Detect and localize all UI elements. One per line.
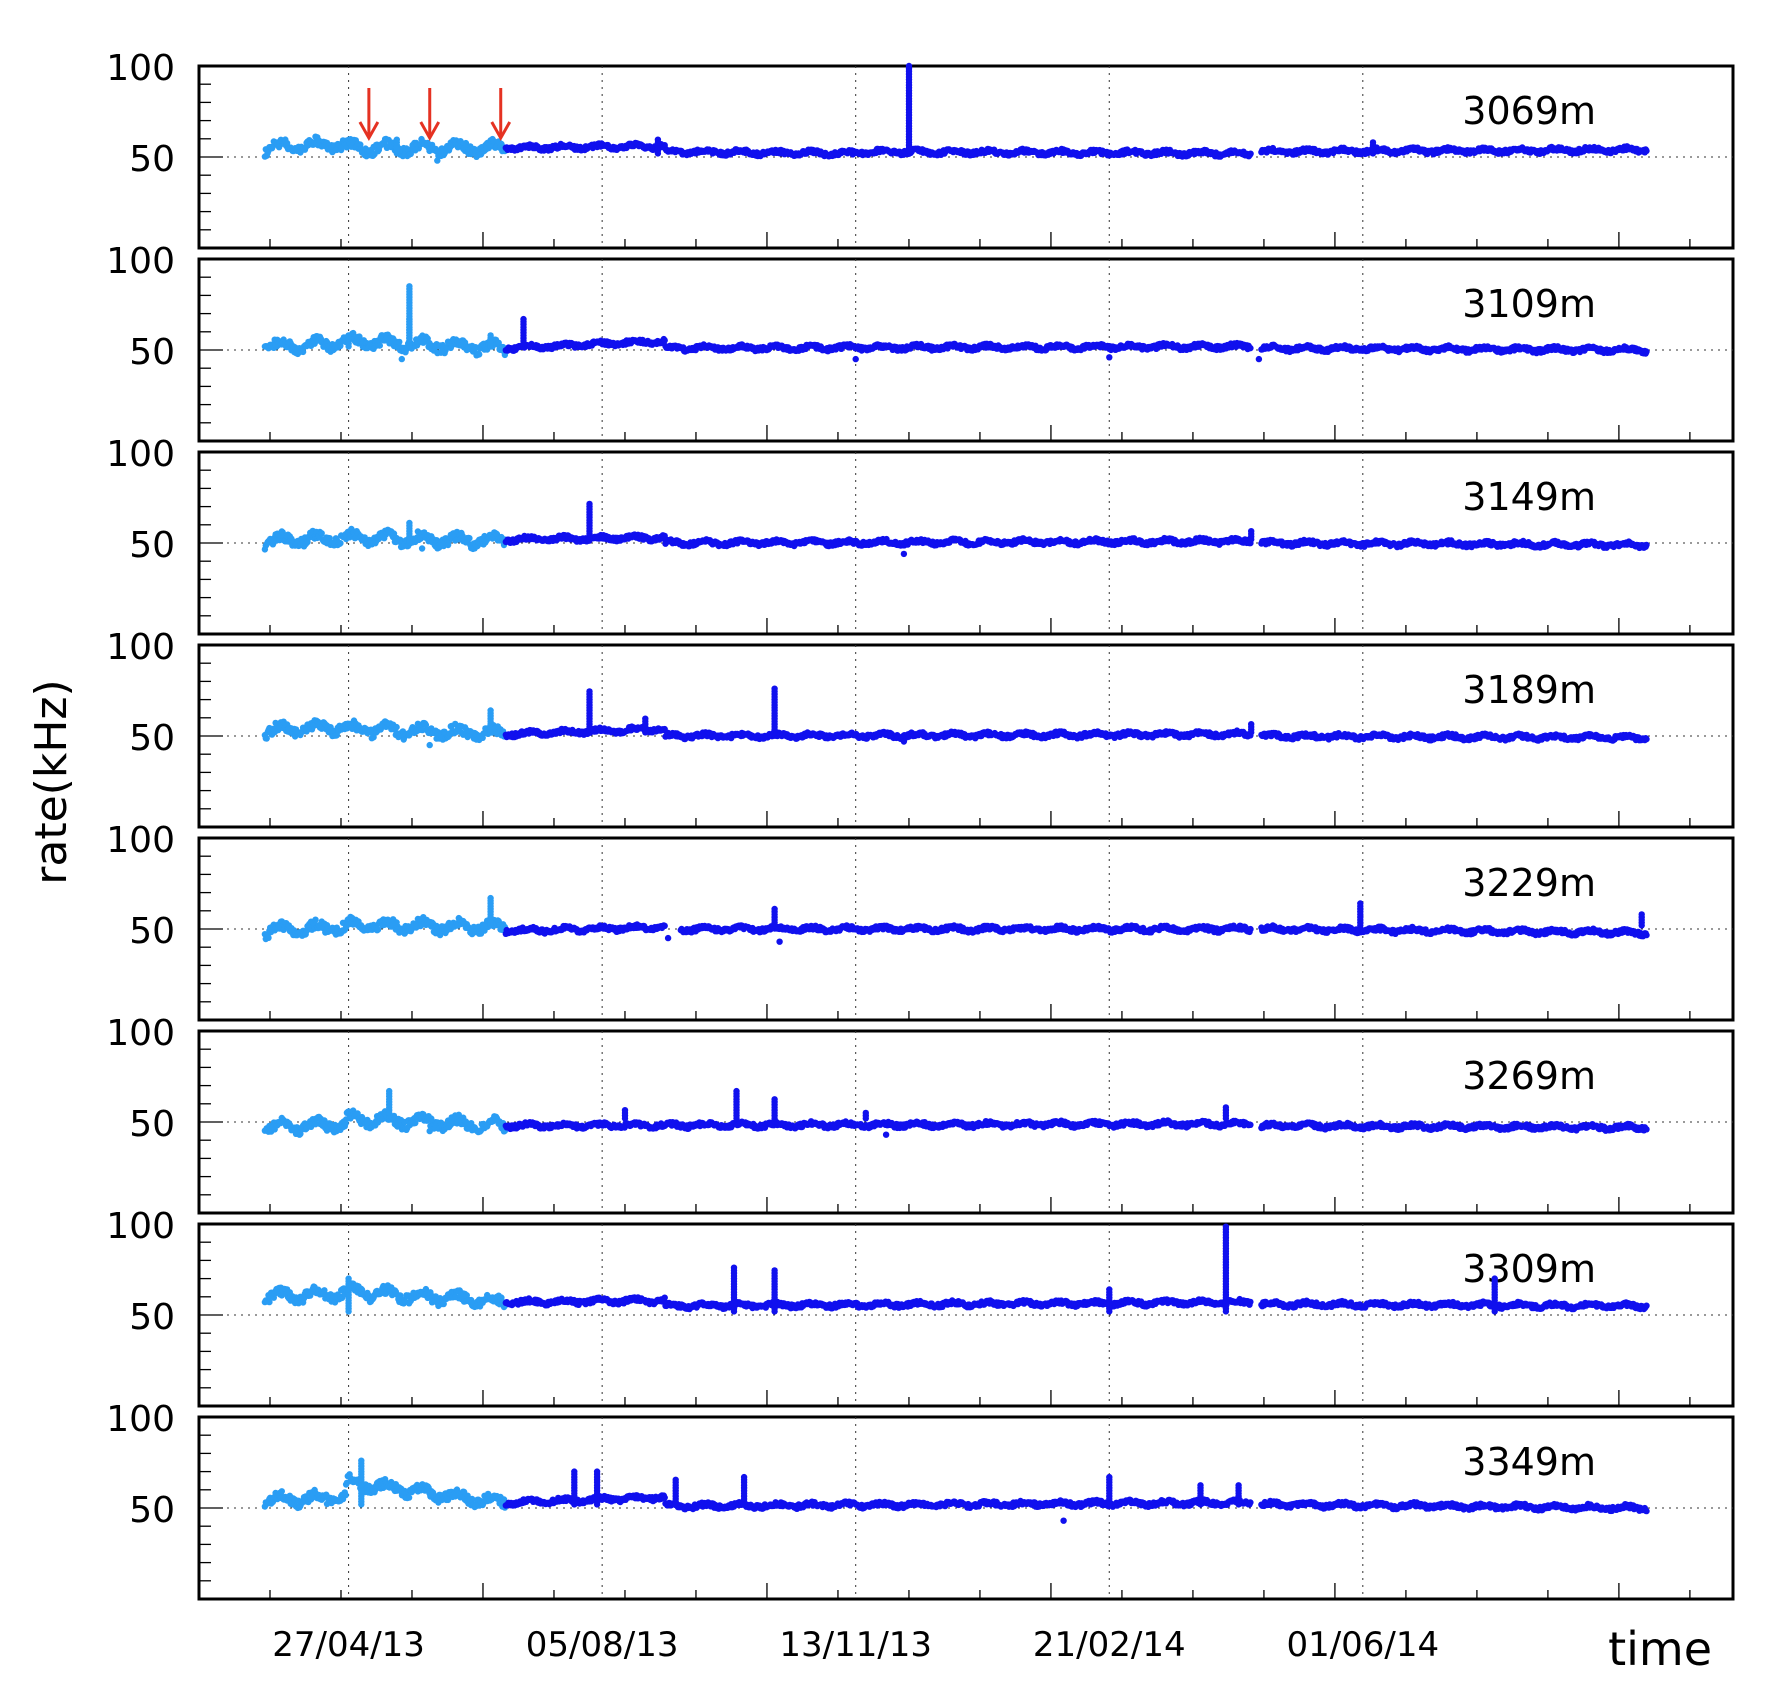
data-point bbox=[466, 535, 473, 542]
panel-label: 3149m bbox=[1462, 475, 1596, 519]
red-arrow bbox=[358, 88, 380, 142]
y-tick-label: 50 bbox=[129, 332, 175, 373]
spike-point bbox=[406, 519, 413, 527]
spike-point bbox=[586, 500, 593, 508]
panel-3109m: 50 100 3109m bbox=[106, 241, 1735, 443]
spike-point bbox=[406, 283, 413, 290]
data-point bbox=[1643, 541, 1650, 549]
data-point bbox=[1643, 147, 1650, 155]
panels: 50 100 3069m 50 100 3109m 50 100 3149m 50 100 3189m… bbox=[106, 48, 1735, 1601]
outlier-point bbox=[900, 550, 908, 558]
panel-3069m: 50 100 3069m bbox=[106, 48, 1735, 250]
data-point bbox=[396, 338, 403, 346]
y-tick-label: 50 bbox=[129, 718, 175, 759]
spike-point bbox=[487, 332, 494, 339]
spike-point bbox=[393, 136, 400, 143]
y-axis-title: rate(kHz) bbox=[26, 679, 77, 884]
data-point bbox=[263, 735, 270, 742]
y-tick-label: 100 bbox=[106, 48, 175, 89]
spike-point bbox=[1248, 528, 1255, 535]
y-tick-label: 100 bbox=[106, 241, 175, 282]
y-tick-label: 100 bbox=[106, 627, 175, 668]
outlier-point bbox=[418, 545, 426, 552]
red-arrow bbox=[490, 88, 512, 142]
panel-3149m: 50 100 3149m bbox=[106, 434, 1735, 636]
data-point bbox=[1247, 150, 1254, 157]
spike-point bbox=[1369, 139, 1377, 146]
spike-point bbox=[905, 62, 913, 70]
data-point bbox=[476, 351, 483, 358]
spike-point bbox=[345, 332, 352, 339]
outlier-point bbox=[1106, 354, 1113, 361]
outlier-point bbox=[398, 355, 405, 363]
spike-point bbox=[520, 315, 527, 323]
data-point bbox=[299, 348, 307, 356]
data-points bbox=[261, 500, 1650, 558]
outlier-point bbox=[434, 157, 441, 164]
spike-point bbox=[406, 315, 413, 323]
outlier-point bbox=[852, 355, 859, 363]
outlier-point bbox=[1255, 355, 1263, 363]
spike-point bbox=[654, 136, 662, 143]
panel-label: 3109m bbox=[1462, 282, 1596, 326]
x-axis-title: time bbox=[1608, 1622, 1712, 1676]
data-point bbox=[337, 540, 344, 547]
y-tick-label: 50 bbox=[129, 525, 175, 566]
panel-label: 3189m bbox=[1462, 668, 1596, 712]
y-tick-label: 100 bbox=[106, 434, 175, 475]
y-tick-label: 50 bbox=[129, 139, 175, 180]
data-point bbox=[1247, 344, 1254, 352]
red-arrow bbox=[419, 88, 441, 142]
data-points bbox=[261, 685, 1650, 749]
data-point bbox=[1643, 348, 1650, 355]
data-points bbox=[261, 62, 1650, 164]
panel-label: 3069m bbox=[1462, 89, 1596, 133]
panel-3189m: 50 100 3189m bbox=[106, 627, 1735, 829]
data-point bbox=[661, 337, 668, 344]
data-point bbox=[376, 342, 383, 349]
